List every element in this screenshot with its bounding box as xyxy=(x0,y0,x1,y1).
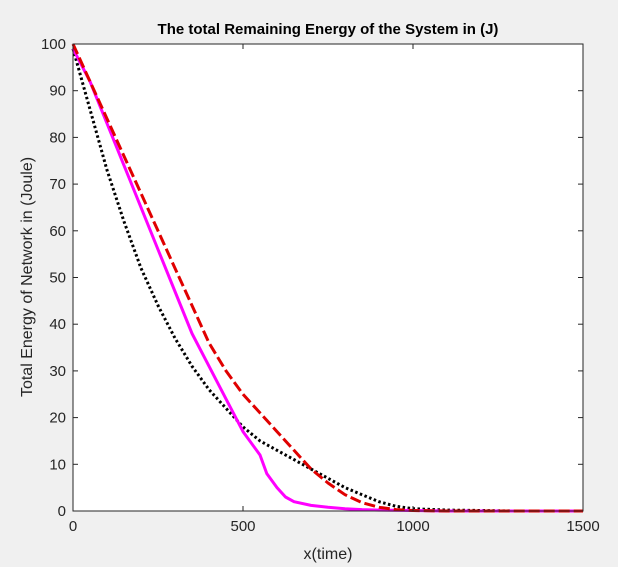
y-tick-label: 0 xyxy=(58,503,66,520)
y-tick-label: 100 xyxy=(41,36,66,53)
y-tick-label: 90 xyxy=(49,83,66,100)
y-tick-label: 30 xyxy=(49,363,66,380)
y-axis-label: Total Energy of Network in (Joule) xyxy=(19,157,36,397)
plot-area-background xyxy=(73,44,583,511)
x-axis-label: x(time) xyxy=(304,546,353,563)
series-line-1 xyxy=(71,48,583,513)
y-tick-label: 70 xyxy=(49,176,66,193)
y-tick-label: 80 xyxy=(49,129,66,146)
y-tick-label: 10 xyxy=(49,456,66,473)
y-tick-label: 60 xyxy=(49,223,66,240)
x-tick-label: 500 xyxy=(230,518,255,535)
axes-layer: 0 500 1000 1500 0 10 20 30 40 50 60 70 80 90 100 xyxy=(41,36,600,535)
x-tick-label: 0 xyxy=(69,518,77,535)
x-tick-label: 1500 xyxy=(566,518,599,535)
y-tick-label: 40 xyxy=(49,316,66,333)
y-tick-label: 50 xyxy=(49,270,66,287)
chart-title: The total Remaining Energy of the System… xyxy=(158,21,499,38)
y-tick-label: 20 xyxy=(49,410,66,427)
x-tick-label: 1000 xyxy=(396,518,429,535)
